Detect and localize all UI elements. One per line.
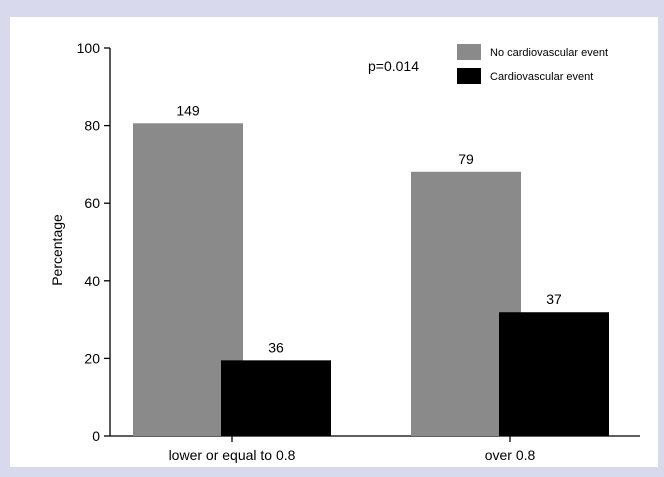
bar-event-1: [221, 360, 331, 436]
figure-panel: 0 20 40 60 80 100 lower or equal to 0.8 over 0.…: [10, 17, 658, 467]
bar-value-label: 149: [176, 102, 200, 118]
legend-label: Cardiovascular event: [490, 71, 593, 83]
legend-swatch: [457, 44, 481, 60]
y-tick-label: 60: [84, 195, 100, 211]
x-tick-label: over 0.8: [485, 447, 536, 463]
bars: [133, 123, 609, 436]
x-tick-label: lower or equal to 0.8: [169, 447, 296, 463]
legend: No cardiovascular event Cardiovascular ev…: [457, 44, 608, 84]
p-value-annotation: p=0.014: [368, 58, 419, 74]
y-tick-label: 80: [84, 118, 100, 134]
bar-chart: 0 20 40 60 80 100 lower or equal to 0.8 over 0.…: [49, 40, 640, 463]
bar-value-label: 36: [268, 339, 284, 355]
y-axis-label: Percentage: [49, 214, 65, 286]
bar-value-labels: 149 36 79 37: [176, 102, 562, 355]
bar-value-label: 79: [458, 151, 474, 167]
y-tick-label: 20: [84, 350, 100, 366]
y-tick-label: 0: [92, 428, 100, 444]
legend-swatch: [457, 68, 481, 84]
axes: 0 20 40 60 80 100 lower or equal to 0.8 over 0.…: [77, 40, 640, 463]
y-tick-label: 40: [84, 273, 100, 289]
bar-value-label: 37: [546, 291, 562, 307]
legend-label: No cardiovascular event: [490, 47, 608, 59]
y-tick-label: 100: [77, 40, 101, 56]
bar-event-2: [499, 312, 609, 436]
